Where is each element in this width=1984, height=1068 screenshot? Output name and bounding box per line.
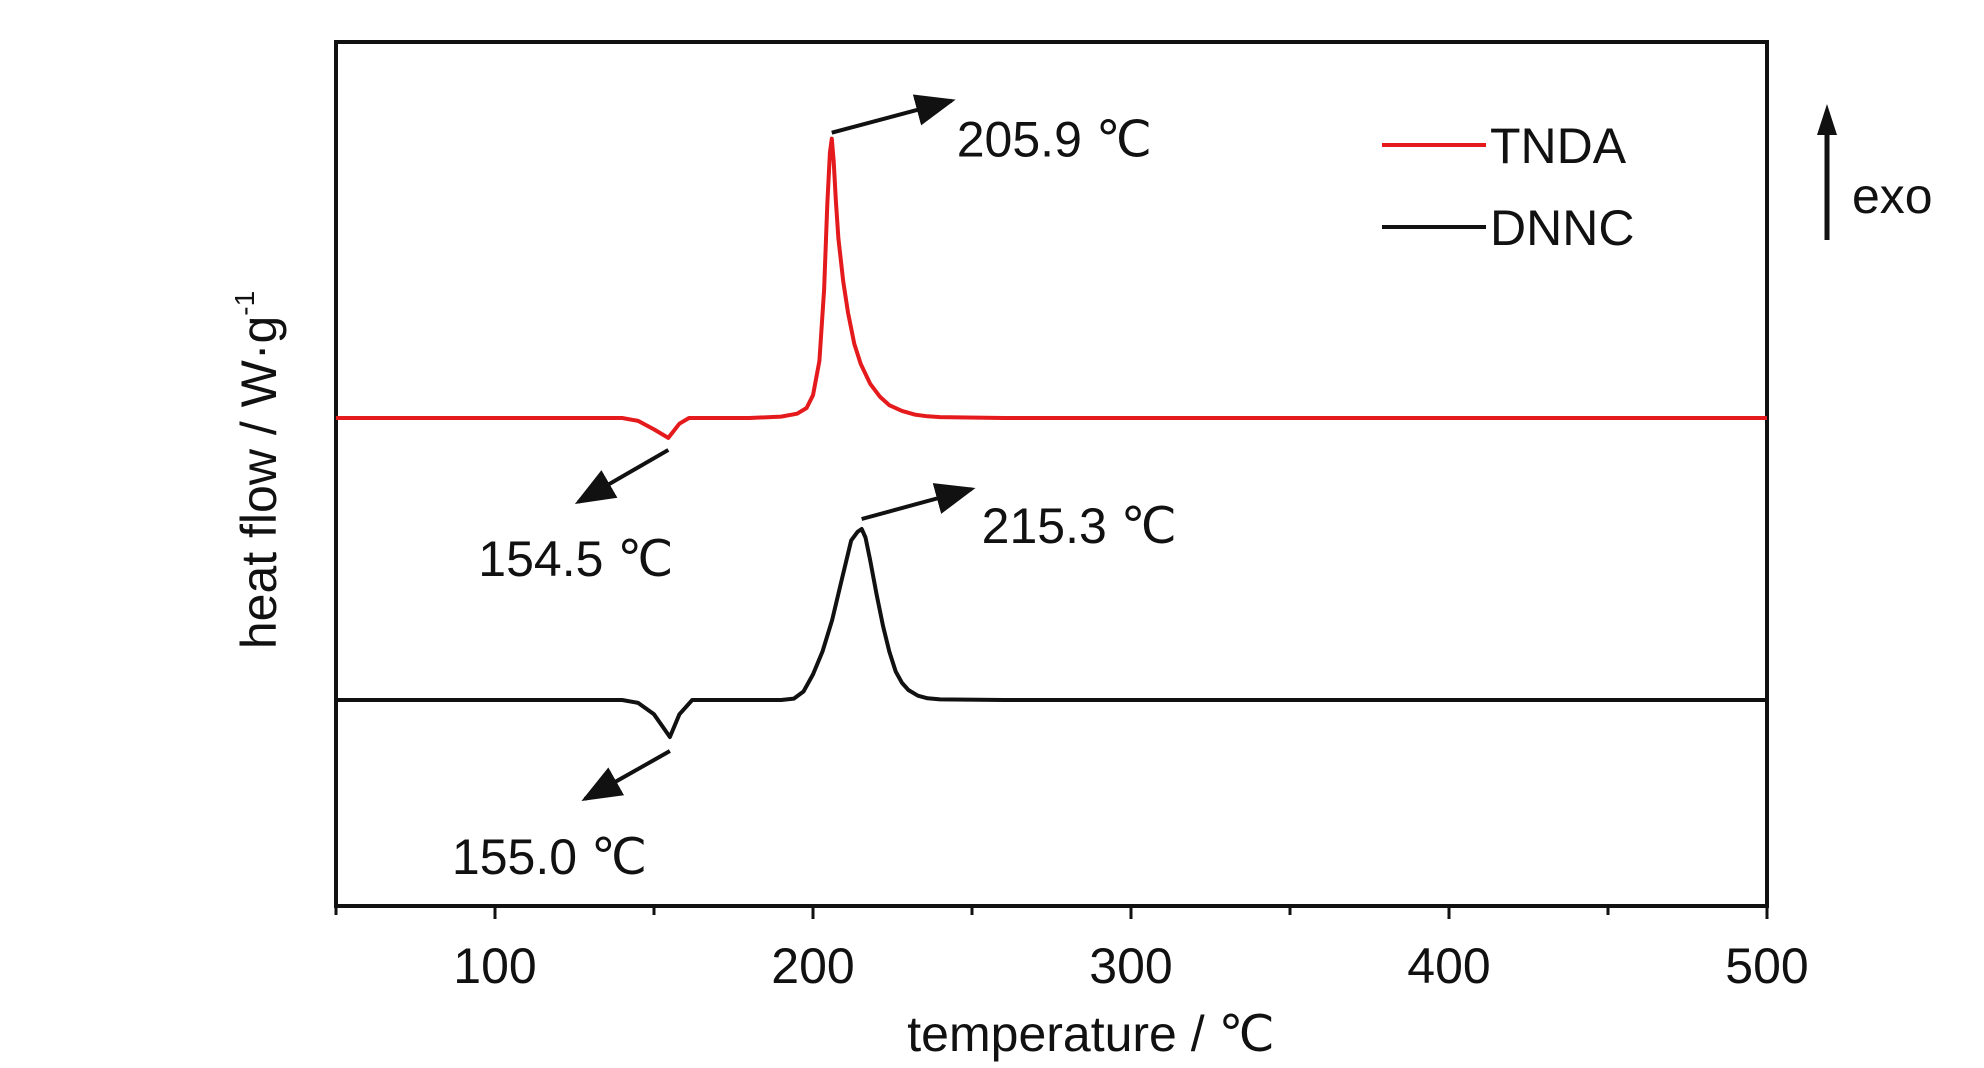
annotation-arrow-icon <box>861 483 976 521</box>
exo-label: exo <box>1852 168 1933 224</box>
series-line-dnnc <box>336 527 1767 739</box>
annotation-arrow-icon <box>574 448 670 504</box>
x-tick-label: 400 <box>1407 938 1490 994</box>
x-ticks: 100 200 300 400 500 <box>334 906 1809 994</box>
x-tick-label: 500 <box>1725 938 1808 994</box>
x-tick-label: 200 <box>771 938 854 994</box>
y-axis-label: heat flow / W·g-1 <box>229 291 287 649</box>
legend-label-dnnc: DNNC <box>1490 200 1634 256</box>
series-line-tnda <box>336 136 1767 440</box>
annotation-label: 155.0 ℃ <box>452 829 647 885</box>
annotation-label: 215.3 ℃ <box>982 498 1177 554</box>
x-axis-label: temperature / ℃ <box>907 1006 1274 1062</box>
exo-indicator: exo <box>1817 104 1933 240</box>
x-tick-label: 300 <box>1089 938 1172 994</box>
annotations: 205.9 ℃ 154.5 ℃ 215.3 ℃ 155.0 ℃ <box>452 94 1177 885</box>
annotation-label: 154.5 ℃ <box>478 531 673 587</box>
y-axis-label-unit-exponent: -1 <box>229 291 260 316</box>
legend-label-tnda: TNDA <box>1490 118 1627 174</box>
annotation-arrow-icon <box>831 94 956 135</box>
exo-arrowhead-icon <box>1817 104 1837 135</box>
annotation-arrow-icon <box>581 749 671 802</box>
series-layer <box>336 136 1767 739</box>
svg-text:heat flow / W·g-1: heat flow / W·g-1 <box>229 291 287 649</box>
y-axis-label-main: heat flow / W·g <box>231 316 287 649</box>
annotation-label: 205.9 ℃ <box>957 112 1152 168</box>
legend: TNDA DNNC <box>1382 118 1634 256</box>
x-tick-label: 100 <box>453 938 536 994</box>
plot-frame <box>334 40 1769 908</box>
